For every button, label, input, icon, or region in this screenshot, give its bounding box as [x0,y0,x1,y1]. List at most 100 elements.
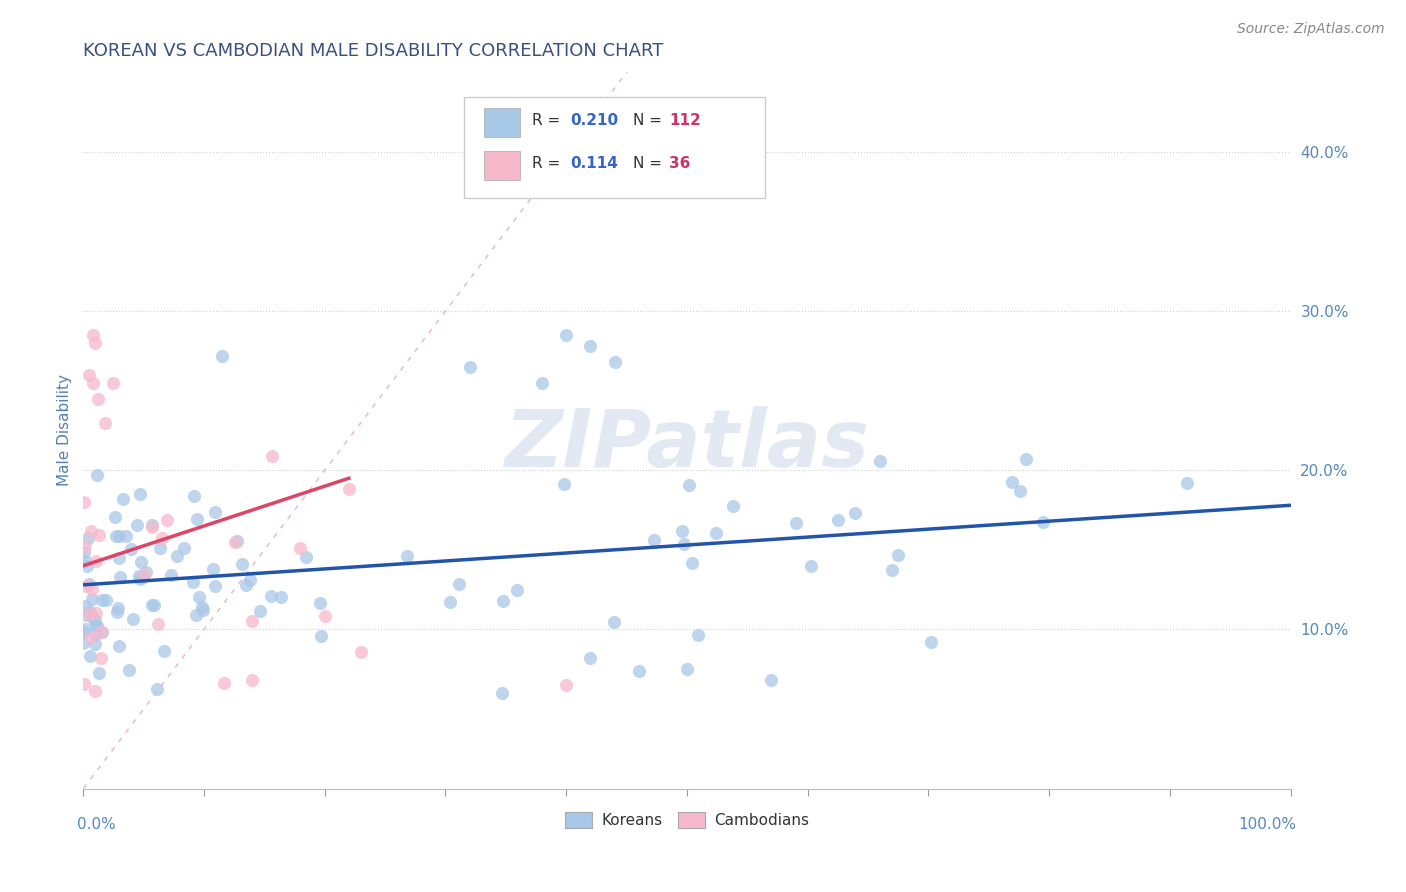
Point [84,554,107,568]
Point [80,592,103,607]
Point [1001,475,1024,490]
Point [671,524,693,539]
Point [880,563,903,577]
Point [827,513,849,527]
Point [72,636,94,650]
Point [108,639,131,653]
Point [262,449,284,463]
Text: 36: 36 [669,156,690,170]
FancyBboxPatch shape [484,151,520,180]
Text: 112: 112 [669,113,700,128]
Point [1175,475,1198,490]
Point [678,478,700,492]
Point [676,662,699,676]
Point [761,673,783,688]
Point [90,624,112,639]
Point [87,527,110,541]
Point [627,664,650,678]
Point [295,550,318,565]
Point [105,529,128,543]
Point [108,528,131,542]
Point [134,566,156,581]
Point [920,635,942,649]
Point [887,548,910,562]
Point [94,416,117,430]
Point [173,541,195,555]
Point [191,599,214,614]
Point [84,637,107,651]
Point [84,627,107,641]
Point [112,492,135,507]
Point [115,529,138,543]
Point [103,376,125,390]
Point [77,607,100,621]
Point [82,376,104,390]
Point [82,611,104,625]
Point [553,477,575,491]
Point [79,368,101,382]
Point [204,505,226,519]
Point [240,614,263,628]
Point [90,650,112,665]
Point [86,468,108,483]
Point [458,359,481,374]
Point [73,545,96,559]
Point [132,570,155,584]
Text: KOREAN VS CAMBODIAN MALE DISABILITY CORRELATION CHART: KOREAN VS CAMBODIAN MALE DISABILITY CORR… [83,42,664,60]
Point [83,613,105,627]
Point [108,569,131,583]
Point [492,594,515,608]
Point [673,536,696,550]
Text: N =: N = [633,156,662,170]
Point [249,604,271,618]
Point [166,549,188,563]
Point [75,623,97,637]
Point [73,625,96,640]
Point [643,533,665,547]
Point [84,606,107,620]
Point [75,579,97,593]
Point [396,549,419,564]
Point [160,568,183,582]
Point [76,558,98,573]
Point [183,489,205,503]
Point [531,376,554,390]
Point [104,509,127,524]
Point [447,577,470,591]
Point [77,577,100,591]
Point [87,392,110,406]
Point [83,684,105,698]
Point [149,541,172,556]
Point [75,599,97,614]
Point [73,554,96,568]
Point [91,625,114,640]
Point [1015,451,1038,466]
Point [231,557,253,571]
Point [80,630,103,644]
Text: Source: ZipAtlas.com: Source: ZipAtlas.com [1237,22,1385,37]
Point [686,628,709,642]
Point [603,355,626,369]
Point [224,535,246,549]
Point [80,524,103,538]
Point [350,644,373,658]
Point [869,453,891,467]
Point [204,578,226,592]
Point [555,678,578,692]
Point [87,665,110,680]
Point [146,616,169,631]
Text: 0.0%: 0.0% [77,817,117,832]
Text: N =: N = [633,113,662,128]
Point [94,593,117,607]
Point [143,599,166,613]
Point [491,686,513,700]
Point [239,573,262,587]
Point [73,495,96,509]
Point [785,516,807,530]
Point [506,583,529,598]
Text: ZIPatlas: ZIPatlas [505,406,869,483]
Text: 0.114: 0.114 [569,156,617,170]
Point [1032,515,1054,529]
Text: 100.0%: 100.0% [1239,817,1296,832]
Point [84,335,107,350]
